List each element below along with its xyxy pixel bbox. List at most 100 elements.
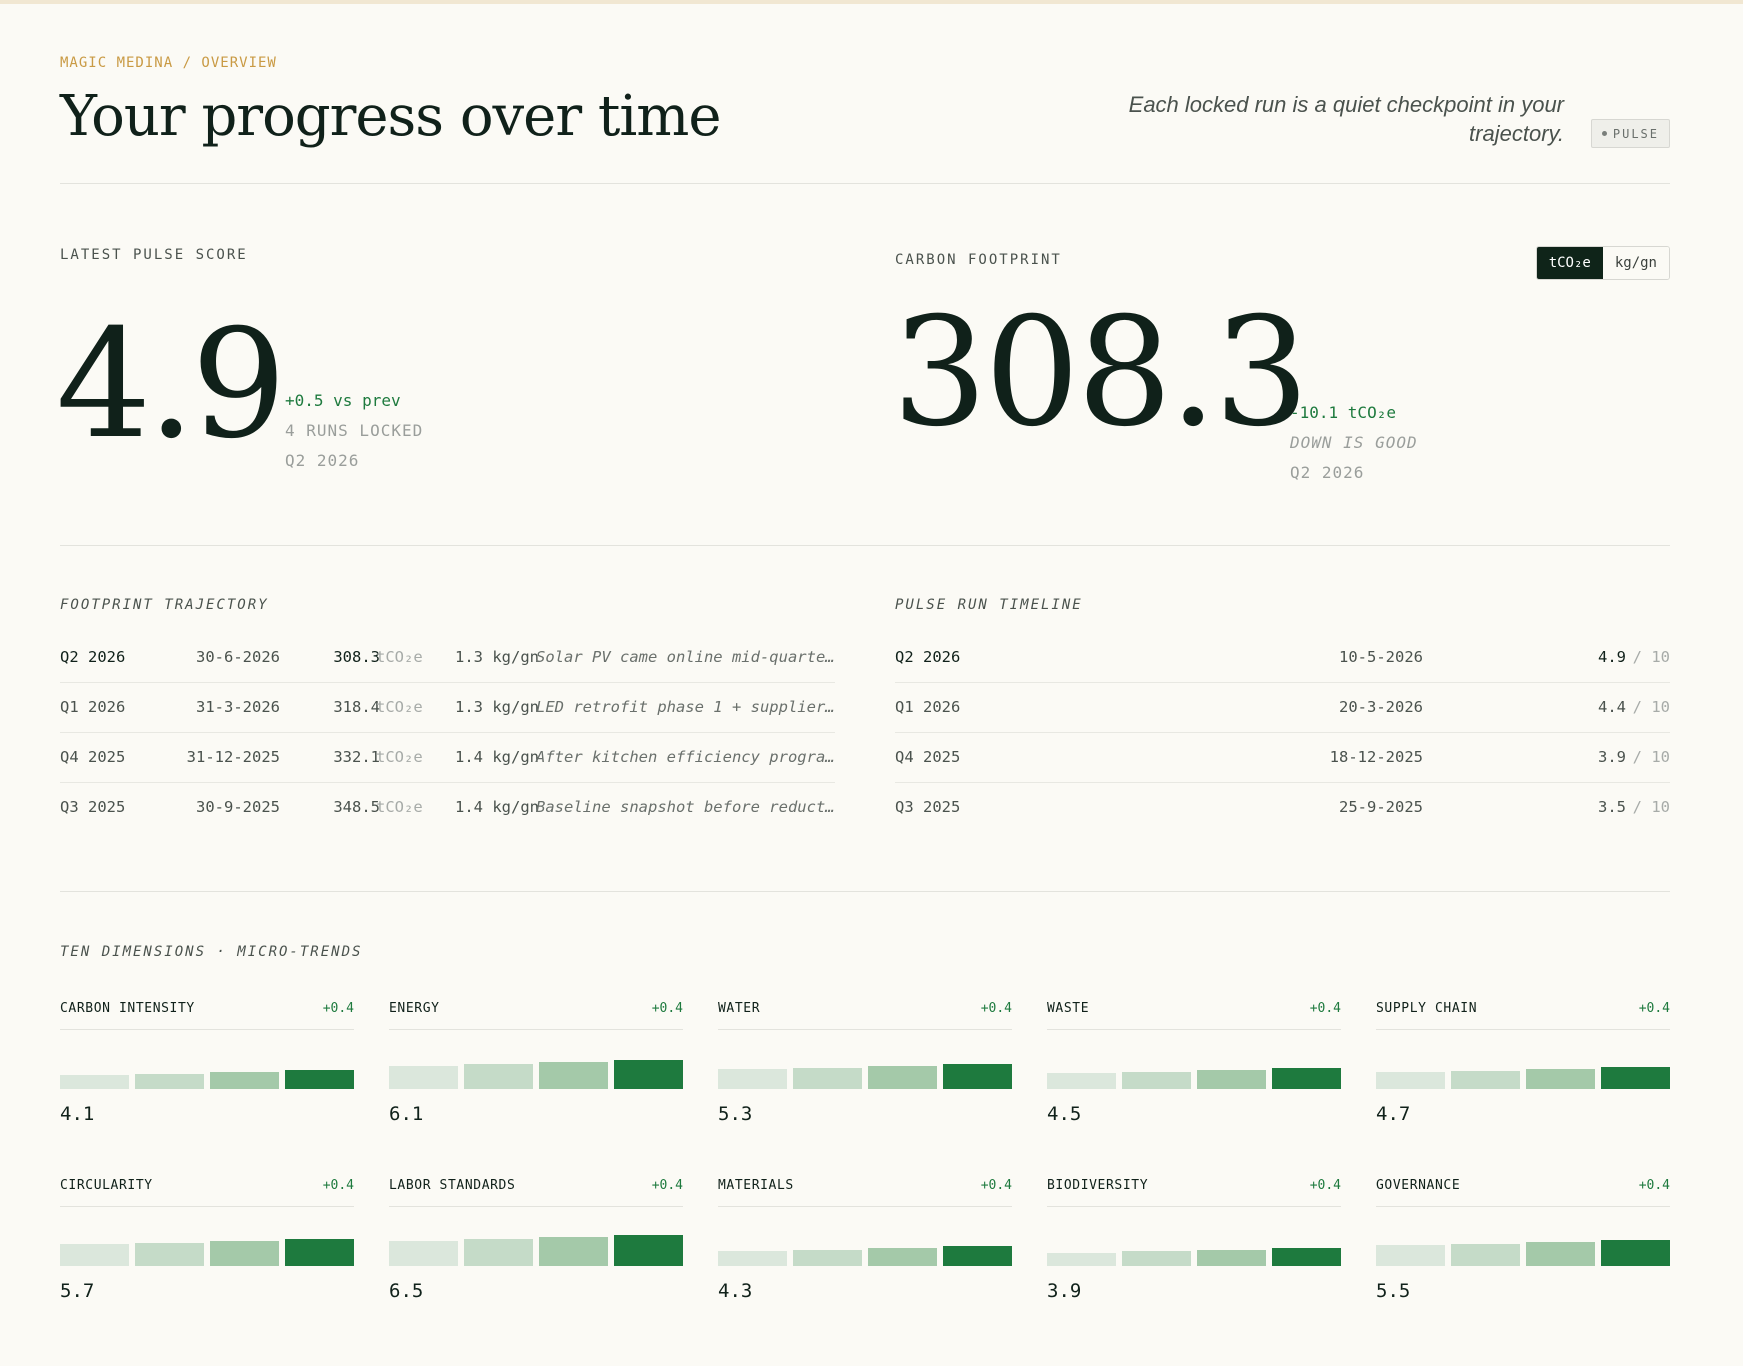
dimension-header: ENERGY +0.4	[389, 1001, 683, 1030]
divider	[60, 891, 1670, 892]
row-value: 308.3	[333, 648, 380, 666]
dimension-card-carbon-intensity[interactable]: CARBON INTENSITY +0.4 4.1	[60, 1001, 354, 1141]
dimension-delta: +0.4	[322, 1178, 354, 1193]
dimension-score: 4.3	[718, 1280, 753, 1302]
dimension-score: 5.5	[1376, 1280, 1411, 1302]
breadcrumb[interactable]: MAGIC MEDINA / OVERVIEW	[60, 55, 277, 71]
row-unit: tCO₂e	[376, 748, 423, 766]
trend-bar	[539, 1062, 608, 1089]
trend-bar	[868, 1247, 937, 1266]
dimension-score: 6.5	[389, 1280, 424, 1302]
table-row[interactable]: Q3 2025 25-9-2025 3.5 / 10	[895, 782, 1670, 832]
dimension-score: 3.9	[1047, 1280, 1082, 1302]
dimension-delta: +0.4	[651, 1178, 683, 1193]
unit-option-tco2e[interactable]: tCO₂e	[1536, 247, 1603, 279]
table-row[interactable]: Q2 2026 10-5-2026 4.9 / 10	[895, 632, 1670, 683]
row-date: 30-6-2026	[196, 648, 280, 666]
row-date: 25-9-2025	[1339, 798, 1423, 816]
trend-bar	[943, 1064, 1012, 1089]
trend-bar	[464, 1064, 533, 1089]
table-row[interactable]: Q4 2025 31-12-2025 332.1 tCO₂e 1.4 kg/gn…	[60, 732, 835, 783]
row-note: Solar PV came online mid-quarte…	[536, 648, 835, 666]
carbon-period: Q2 2026	[1290, 463, 1365, 482]
dimension-card-labor-standards[interactable]: LABOR STANDARDS +0.4 6.5	[389, 1178, 683, 1318]
trend-bar	[718, 1250, 787, 1266]
dimension-header: CARBON INTENSITY +0.4	[60, 1001, 354, 1030]
dimension-score: 5.7	[60, 1280, 95, 1302]
carbon-direction-note: DOWN IS GOOD	[1290, 433, 1418, 452]
table-row[interactable]: Q4 2025 18-12-2025 3.9 / 10	[895, 732, 1670, 783]
unit-option-kg-gn[interactable]: kg/gn	[1602, 247, 1669, 279]
dimension-header: LABOR STANDARDS +0.4	[389, 1178, 683, 1207]
dimension-delta: +0.4	[1638, 1001, 1670, 1016]
dimension-micro-trend	[389, 1230, 683, 1266]
row-date: 10-5-2026	[1339, 648, 1423, 666]
trend-bar	[135, 1073, 204, 1089]
dimension-header: WASTE +0.4	[1047, 1001, 1341, 1030]
table-row[interactable]: Q1 2026 20-3-2026 4.4 / 10	[895, 682, 1670, 733]
dimension-card-supply-chain[interactable]: SUPPLY CHAIN +0.4 4.7	[1376, 1001, 1670, 1141]
row-date: 31-3-2026	[196, 698, 280, 716]
dimension-card-biodiversity[interactable]: BIODIVERSITY +0.4 3.9	[1047, 1178, 1341, 1318]
row-date: 31-12-2025	[186, 748, 280, 766]
row-date: 18-12-2025	[1329, 748, 1423, 766]
trend-bar	[943, 1245, 1012, 1266]
dimension-card-waste[interactable]: WASTE +0.4 4.5	[1047, 1001, 1341, 1141]
dimension-name: CARBON INTENSITY	[60, 1001, 195, 1016]
row-intensity: 1.3 kg/gn	[455, 648, 539, 666]
trend-bar	[135, 1242, 204, 1266]
pulse-score-value: 4.9	[56, 298, 287, 472]
dimension-score: 6.1	[389, 1103, 424, 1125]
trend-bar	[464, 1239, 533, 1266]
trend-bar	[60, 1244, 129, 1266]
dimension-delta: +0.4	[980, 1001, 1012, 1016]
dimension-card-materials[interactable]: MATERIALS +0.4 4.3	[718, 1178, 1012, 1318]
pulse-dot-icon	[1601, 131, 1607, 136]
row-score-max: / 10	[1632, 648, 1670, 666]
row-score: 3.9	[1598, 748, 1626, 766]
dimension-card-governance[interactable]: GOVERNANCE +0.4 5.5	[1376, 1178, 1670, 1318]
row-note: Baseline snapshot before reduct…	[536, 798, 835, 816]
row-intensity: 1.4 kg/gn	[455, 798, 539, 816]
dimension-micro-trend	[1376, 1053, 1670, 1089]
dimension-delta: +0.4	[1638, 1178, 1670, 1193]
pulse-period: Q2 2026	[285, 451, 360, 470]
trend-bar	[718, 1069, 787, 1089]
dimension-header: SUPPLY CHAIN +0.4	[1376, 1001, 1670, 1030]
carbon-footprint-value: 308.3	[892, 286, 1309, 460]
row-unit: tCO₂e	[376, 798, 423, 816]
divider	[60, 545, 1670, 546]
row-note: After kitchen efficiency progra…	[536, 748, 835, 766]
pulse-badge[interactable]: PULSE	[1590, 119, 1670, 148]
trend-bar	[1197, 1069, 1266, 1089]
dimension-delta: +0.4	[980, 1178, 1012, 1193]
table-row[interactable]: Q3 2025 30-9-2025 348.5 tCO₂e 1.4 kg/gn …	[60, 782, 835, 832]
dimension-card-water[interactable]: WATER +0.4 5.3	[718, 1001, 1012, 1141]
trend-bar	[868, 1065, 937, 1089]
dimension-card-circularity[interactable]: CIRCULARITY +0.4 5.7	[60, 1178, 354, 1318]
trend-bar	[60, 1074, 129, 1089]
trend-bar	[1601, 1066, 1670, 1089]
row-unit: tCO₂e	[376, 648, 423, 666]
trend-bar	[1451, 1070, 1520, 1089]
pulse-runs-locked: 4 RUNS LOCKED	[285, 421, 424, 440]
trend-bar	[1272, 1247, 1341, 1266]
dimension-card-energy[interactable]: ENERGY +0.4 6.1	[389, 1001, 683, 1141]
table-row[interactable]: Q2 2026 30-6-2026 308.3 tCO₂e 1.3 kg/gn …	[60, 632, 835, 683]
trend-bar	[1122, 1071, 1191, 1089]
row-unit: tCO₂e	[376, 698, 423, 716]
trend-bar	[1451, 1243, 1520, 1266]
dimension-delta: +0.4	[651, 1001, 683, 1016]
trend-bar	[1272, 1067, 1341, 1089]
dimension-score: 5.3	[718, 1103, 753, 1125]
dimension-micro-trend	[60, 1053, 354, 1089]
table-row[interactable]: Q1 2026 31-3-2026 318.4 tCO₂e 1.3 kg/gn …	[60, 682, 835, 733]
pulse-score-meta: +0.5 vs prev 4 RUNS LOCKED Q2 2026	[285, 386, 423, 476]
trend-bar	[210, 1071, 279, 1089]
dimension-name: WASTE	[1047, 1001, 1090, 1016]
dimension-score: 4.1	[60, 1103, 95, 1125]
row-intensity: 1.3 kg/gn	[455, 698, 539, 716]
dimension-score: 4.7	[1376, 1103, 1411, 1125]
trend-bar	[285, 1069, 354, 1089]
dimension-name: LABOR STANDARDS	[389, 1178, 516, 1193]
